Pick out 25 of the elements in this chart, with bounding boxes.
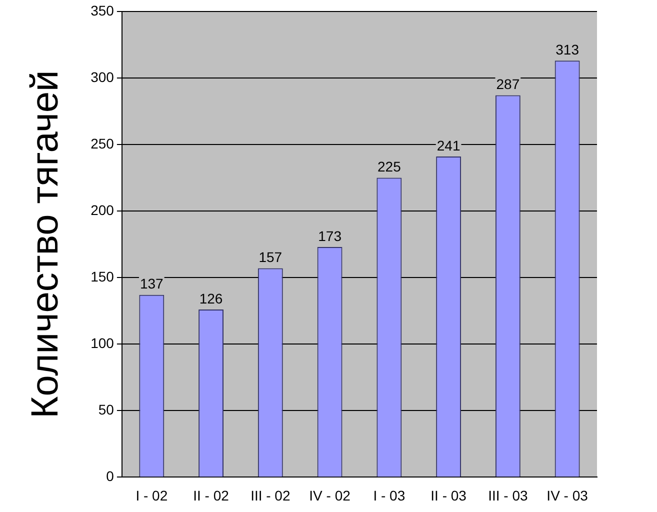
data-label: 126 (199, 290, 223, 306)
data-label: 225 (377, 158, 402, 175)
y-tick-label: 250 (90, 135, 114, 152)
x-tick-label: I - 03 (373, 487, 406, 504)
x-tick-label: III - 03 (488, 487, 528, 504)
data-label: 241 (436, 137, 460, 154)
y-tick-label: 200 (90, 202, 114, 218)
y-axis-title: Количество тягачей (24, 70, 66, 418)
y-tick-label: 0 (106, 468, 114, 484)
y-tick-label: 350 (90, 2, 114, 18)
y-tick-label: 300 (90, 68, 114, 85)
x-tick-label: IV - 02 (309, 487, 351, 504)
data-label: 137 (140, 276, 164, 292)
data-label: 173 (318, 228, 342, 244)
y-tick-label: 100 (90, 334, 114, 351)
x-tick-label: II - 02 (193, 487, 230, 504)
y-tick-label: 150 (90, 268, 114, 284)
data-label: 287 (496, 76, 520, 92)
x-tick-label: III - 02 (250, 487, 290, 504)
data-label: 313 (556, 42, 580, 58)
x-tick-label: II - 03 (430, 487, 467, 504)
x-tick-label: I - 02 (136, 487, 168, 504)
data-label: 157 (258, 249, 282, 266)
x-tick-label: IV - 03 (546, 487, 588, 504)
y-tick-label: 50 (98, 402, 114, 418)
